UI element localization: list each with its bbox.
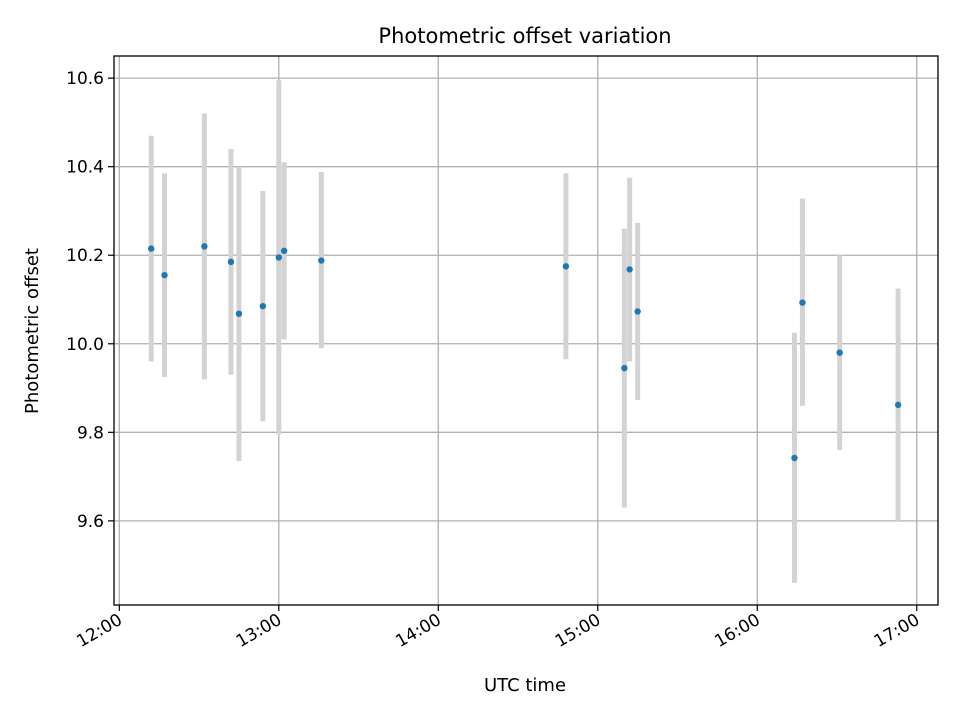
data-point xyxy=(235,310,243,317)
gridlines xyxy=(114,56,938,605)
plot-area xyxy=(113,55,939,606)
data-point xyxy=(799,299,806,306)
y-axis-label: Photometric offset xyxy=(22,248,43,414)
y-tick-label: 10.2 xyxy=(66,246,104,266)
chart-title: Photometric offset variation xyxy=(378,24,671,48)
y-tick-label: 9.6 xyxy=(77,512,104,532)
data-point xyxy=(626,266,633,273)
data-point xyxy=(227,258,235,266)
y-tick-label: 10.0 xyxy=(66,335,104,355)
data-point xyxy=(791,454,798,462)
data-point xyxy=(634,308,641,315)
y-tick-label: 9.8 xyxy=(77,423,104,443)
data-point xyxy=(562,263,570,270)
y-axis: 9.6 9.8 10.0 10.2 10.4 10.6 xyxy=(66,69,114,532)
data-point xyxy=(201,243,208,250)
plot-frame xyxy=(113,55,939,606)
data-point xyxy=(259,302,267,310)
data-points xyxy=(148,243,902,462)
data-point xyxy=(275,254,282,261)
data-point xyxy=(161,271,168,279)
y-tick-label: 10.6 xyxy=(66,69,104,89)
data-point xyxy=(280,247,288,255)
data-point xyxy=(894,401,902,409)
y-tick-label: 10.4 xyxy=(66,158,104,178)
data-point xyxy=(621,364,628,372)
x-axis-label: UTC time xyxy=(484,675,566,696)
data-point xyxy=(836,349,843,356)
data-point xyxy=(318,257,325,264)
data-point xyxy=(148,245,155,252)
